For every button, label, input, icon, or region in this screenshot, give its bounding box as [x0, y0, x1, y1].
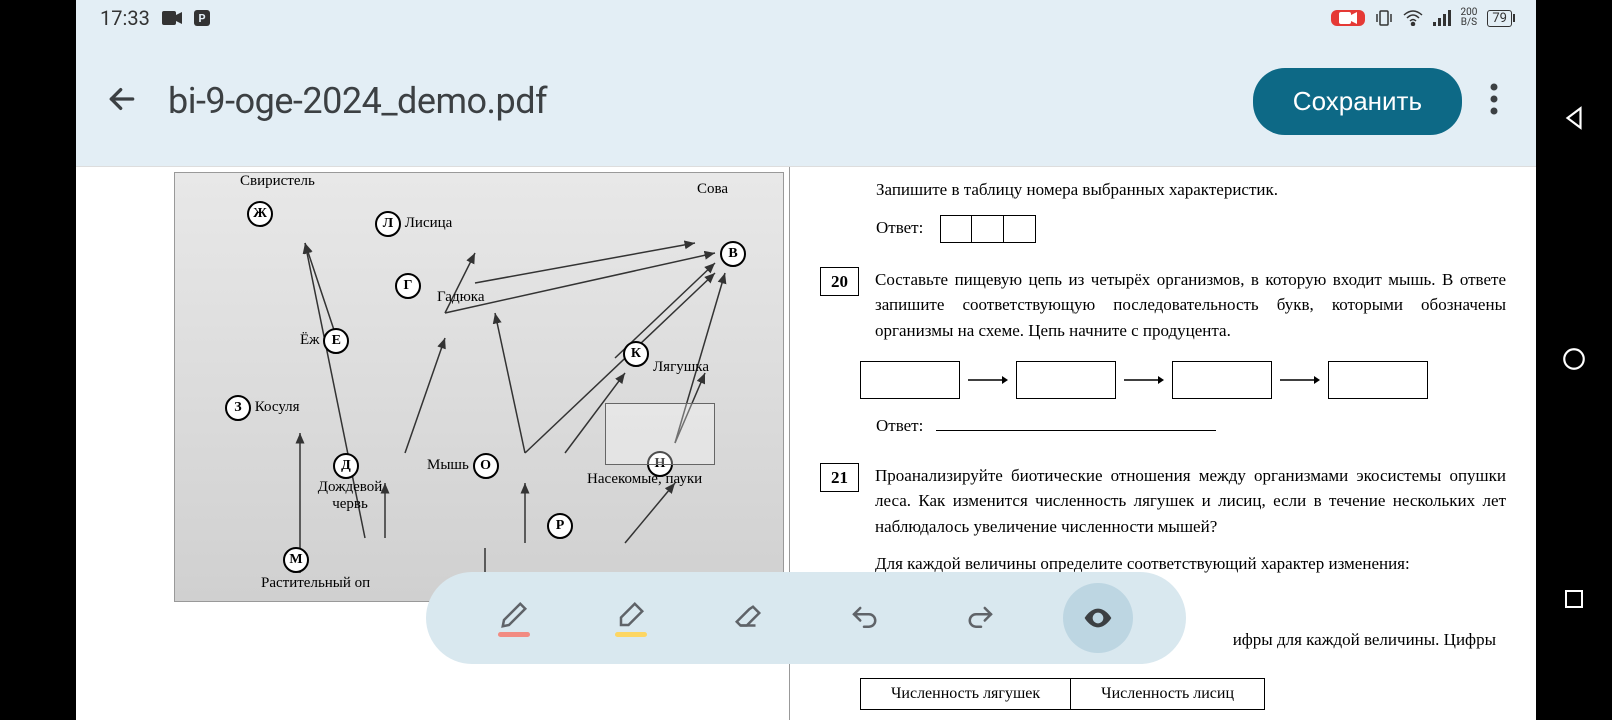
- undo-button[interactable]: [829, 583, 899, 653]
- signal-icon: [1433, 10, 1451, 26]
- android-nav-bar: [1536, 0, 1612, 720]
- redo-button[interactable]: [946, 583, 1016, 653]
- task-20: 20 Составьте пищевую цепь из четырёх орг…: [820, 267, 1506, 344]
- task-21: 21 Проанализируйте биотические отношения…: [820, 463, 1506, 577]
- svg-text:P: P: [198, 12, 205, 25]
- answer-label: Ответ:: [876, 416, 923, 435]
- status-time: 17:33: [100, 6, 150, 30]
- result-table: Численность лягушек Численность лисиц: [860, 678, 1265, 710]
- answer-label: Ответ:: [876, 218, 923, 237]
- back-button[interactable]: [106, 83, 138, 119]
- video-icon: [162, 11, 182, 25]
- ecosystem-diagram: Свиристель Ж Л Лисица Сова В Г Гадюка Ёж…: [174, 172, 784, 602]
- battery-indicator: 79: [1487, 10, 1512, 27]
- app-icon: P: [194, 10, 210, 26]
- pen-tool[interactable]: [479, 583, 549, 653]
- task-21-text1: Проанализируйте биотические отношения ме…: [875, 463, 1506, 540]
- highlighter-tool[interactable]: [596, 583, 666, 653]
- vibrate-icon: [1375, 9, 1393, 27]
- nav-home-button[interactable]: [1541, 326, 1607, 396]
- task-20-text: Составьте пищевую цепь из четырёх органи…: [875, 267, 1506, 344]
- table-header: Численность лягушек: [861, 679, 1071, 710]
- task-intro: Запишите в таблицу номера выбранных хара…: [876, 177, 1506, 203]
- view-tool[interactable]: [1063, 583, 1133, 653]
- save-button[interactable]: Сохранить: [1253, 68, 1462, 135]
- net-speed: 200 B/S: [1461, 8, 1478, 28]
- nav-recent-button[interactable]: [1542, 567, 1606, 635]
- app-header: bi-9-oge-2024_demo.pdf Сохранить: [76, 36, 1536, 166]
- food-chain-boxes: [860, 361, 1506, 399]
- answer-boxes: [940, 215, 1036, 243]
- annotation-toolbar: [426, 572, 1186, 664]
- recording-badge: [1331, 10, 1365, 26]
- eraser-tool[interactable]: [713, 583, 783, 653]
- table-header: Численность лисиц: [1071, 679, 1265, 710]
- more-button[interactable]: [1482, 75, 1506, 127]
- document-title: bi-9-oge-2024_demo.pdf: [168, 80, 547, 122]
- status-bar: 17:33 P 200 B/S 7: [76, 0, 1536, 36]
- answer-line: [936, 430, 1216, 431]
- task-number: 21: [820, 463, 859, 493]
- diagram-arrows: [175, 173, 785, 603]
- task-number: 20: [820, 267, 859, 297]
- nav-back-button[interactable]: [1541, 85, 1607, 155]
- wifi-icon: [1403, 10, 1423, 26]
